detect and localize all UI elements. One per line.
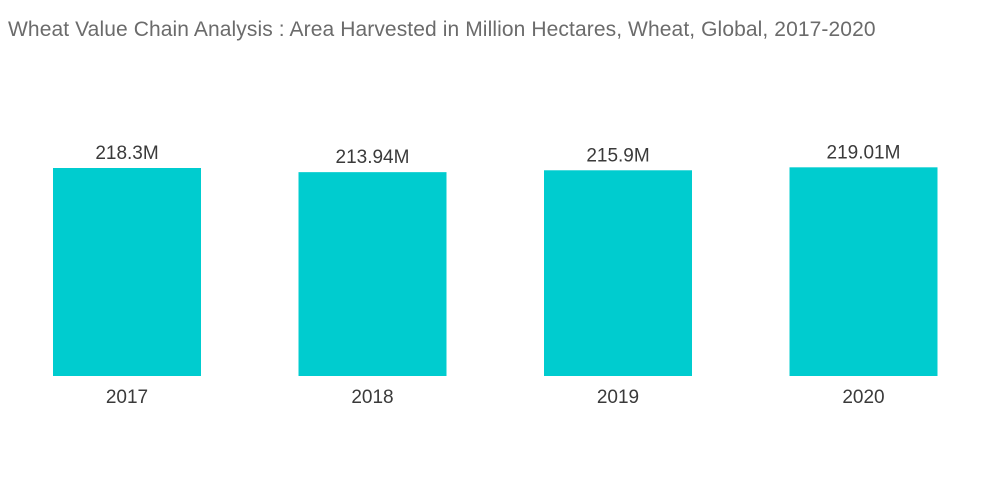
value-label-2017: 218.3M bbox=[95, 143, 158, 164]
x-axis-ticks-layer: 2017 2018 2019 2020 bbox=[106, 387, 885, 408]
x-tick-label-2018: 2018 bbox=[351, 387, 393, 408]
chart-title: Wheat Value Chain Analysis : Area Harves… bbox=[8, 18, 876, 41]
bar-2017 bbox=[53, 168, 201, 376]
x-tick-label-2017: 2017 bbox=[106, 387, 148, 408]
bar-2019 bbox=[544, 170, 692, 376]
value-label-2020: 219.01M bbox=[827, 142, 901, 163]
bars-layer bbox=[53, 167, 938, 376]
value-label-2018: 213.94M bbox=[336, 147, 410, 168]
value-labels-layer: 218.3M 213.94M 215.9M 219.01M bbox=[95, 142, 900, 168]
bar-2020 bbox=[789, 167, 938, 376]
bar-2018 bbox=[298, 172, 447, 376]
x-tick-label-2019: 2019 bbox=[597, 387, 639, 408]
value-label-2019: 215.9M bbox=[586, 145, 649, 166]
x-tick-label-2020: 2020 bbox=[842, 387, 884, 408]
